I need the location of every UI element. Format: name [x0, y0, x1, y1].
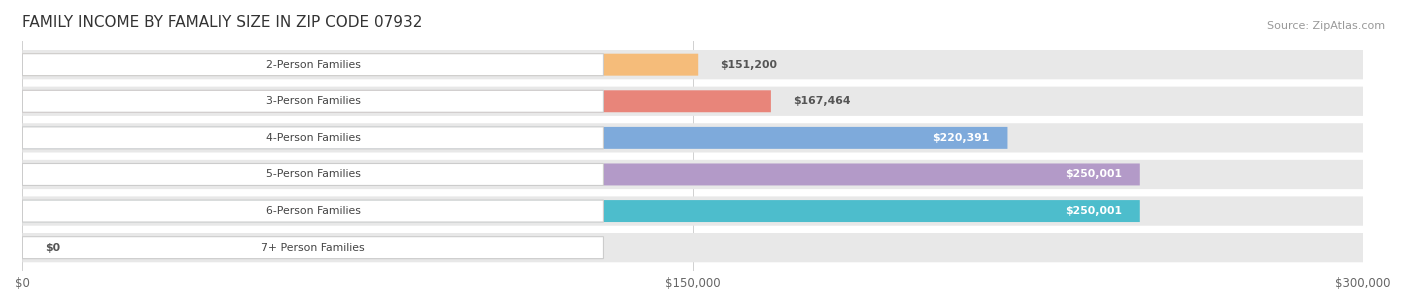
- FancyBboxPatch shape: [22, 160, 1364, 189]
- Text: $0: $0: [45, 243, 60, 253]
- FancyBboxPatch shape: [22, 50, 1364, 79]
- FancyBboxPatch shape: [22, 200, 1140, 222]
- Text: FAMILY INCOME BY FAMALIY SIZE IN ZIP CODE 07932: FAMILY INCOME BY FAMALIY SIZE IN ZIP COD…: [22, 15, 423, 30]
- FancyBboxPatch shape: [22, 54, 699, 76]
- FancyBboxPatch shape: [22, 233, 1364, 262]
- FancyBboxPatch shape: [22, 90, 603, 112]
- FancyBboxPatch shape: [22, 87, 1364, 116]
- FancyBboxPatch shape: [22, 54, 603, 76]
- Text: $151,200: $151,200: [720, 60, 778, 70]
- Text: 7+ Person Families: 7+ Person Families: [262, 243, 364, 253]
- FancyBboxPatch shape: [22, 127, 1008, 149]
- Text: 2-Person Families: 2-Person Families: [266, 60, 360, 70]
- FancyBboxPatch shape: [22, 123, 1364, 152]
- Text: 6-Person Families: 6-Person Families: [266, 206, 360, 216]
- FancyBboxPatch shape: [22, 237, 603, 259]
- Text: Source: ZipAtlas.com: Source: ZipAtlas.com: [1267, 21, 1385, 31]
- Text: $167,464: $167,464: [793, 96, 851, 106]
- Text: $220,391: $220,391: [932, 133, 990, 143]
- Text: $250,001: $250,001: [1064, 170, 1122, 179]
- Text: 4-Person Families: 4-Person Families: [266, 133, 360, 143]
- FancyBboxPatch shape: [22, 90, 770, 112]
- FancyBboxPatch shape: [22, 196, 1364, 226]
- FancyBboxPatch shape: [22, 163, 1140, 185]
- Text: 3-Person Families: 3-Person Families: [266, 96, 360, 106]
- FancyBboxPatch shape: [22, 163, 603, 185]
- FancyBboxPatch shape: [22, 200, 603, 222]
- FancyBboxPatch shape: [22, 127, 603, 149]
- Text: 5-Person Families: 5-Person Families: [266, 170, 360, 179]
- Text: $250,001: $250,001: [1064, 206, 1122, 216]
